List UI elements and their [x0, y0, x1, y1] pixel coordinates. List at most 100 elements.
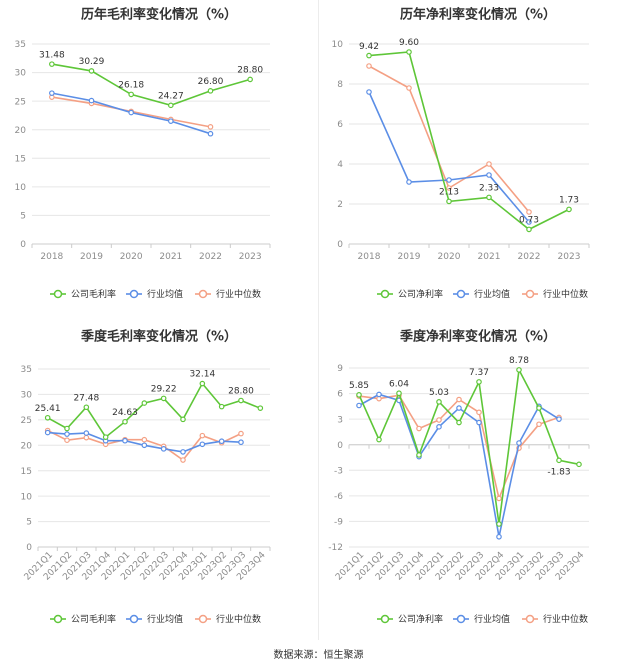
data-point	[516, 440, 522, 446]
annual-net-margin-chart: 历年净利率变化情况（%） 0 2 4 6 8 10 2018 2019 2020 2021 2022 2…	[332, 7, 590, 300]
data-point	[436, 417, 442, 423]
data-point	[180, 416, 186, 423]
data-label: 9.60	[399, 38, 419, 48]
y-tick-label: 6	[337, 390, 343, 400]
data-point	[218, 403, 225, 410]
x-tick-label: 2018	[40, 252, 63, 262]
data-point	[64, 431, 70, 437]
y-tick-label: 20	[21, 441, 33, 451]
x-tick-label: 2020	[438, 252, 461, 262]
data-label: 28.80	[228, 387, 254, 397]
data-point	[122, 418, 128, 425]
legend-marker	[456, 289, 466, 299]
y-tick-label: 0	[337, 441, 343, 451]
legend-entry: 行业均值	[147, 288, 183, 300]
data-point	[356, 392, 362, 398]
data-point	[456, 396, 462, 403]
y-tick-label: 30	[15, 69, 27, 79]
y-tick-label: 25	[15, 97, 26, 107]
data-point	[566, 206, 572, 213]
data-label: 5.85	[349, 381, 369, 391]
data-point	[88, 68, 95, 74]
data-label: 26.80	[198, 77, 224, 87]
legend-entry: 行业中位数	[216, 288, 261, 300]
y-tick-label: 35	[15, 40, 26, 50]
data-point	[160, 395, 167, 402]
data-point	[180, 457, 186, 463]
data-point	[366, 63, 372, 69]
y-tick-label: 0	[26, 543, 32, 553]
y-tick-label: 10	[332, 40, 344, 50]
data-point	[83, 430, 90, 436]
data-point	[83, 404, 90, 411]
data-point	[44, 414, 51, 421]
data-point	[526, 209, 532, 215]
data-point	[160, 446, 167, 452]
y-tick-label: 4	[337, 160, 343, 170]
data-point	[476, 379, 482, 385]
data-point	[128, 91, 134, 98]
data-point	[496, 495, 502, 502]
legend-entry: 行业均值	[147, 613, 183, 625]
legend-entry: 公司净利率	[398, 613, 443, 625]
data-point	[64, 425, 70, 432]
x-tick-label: 2018	[358, 252, 381, 262]
quarterly-net-margin-chart: 季度净利率变化情况（%）-12-9-6-303692021Q12021Q2202…	[328, 329, 590, 625]
data-point	[536, 405, 542, 411]
y-tick-label: 20	[15, 126, 27, 136]
data-point	[44, 429, 51, 436]
data-point	[376, 436, 382, 443]
data-point	[456, 405, 462, 411]
data-point	[218, 438, 225, 445]
data-point	[446, 177, 452, 183]
data-point	[88, 97, 95, 104]
data-label: 8.78	[509, 356, 529, 366]
data-label: 2.33	[479, 184, 499, 194]
data-label: 31.48	[39, 50, 65, 60]
data-point	[366, 89, 372, 95]
data-label: 9.42	[359, 42, 379, 52]
y-tick-label: 10	[15, 183, 27, 193]
data-point	[238, 430, 244, 437]
x-tick-label: 2023	[558, 252, 581, 262]
y-tick-label: 5	[20, 212, 26, 222]
data-label: 28.80	[237, 66, 263, 76]
chart-title: 季度净利率变化情况（%）	[399, 329, 556, 345]
data-label: 30.29	[79, 57, 105, 67]
data-point	[526, 219, 532, 225]
y-tick-label: -12	[328, 543, 343, 553]
data-point	[536, 421, 542, 428]
data-point	[141, 400, 148, 406]
data-point	[456, 419, 462, 426]
y-tick-label: 25	[21, 416, 32, 426]
legend-marker	[525, 289, 535, 299]
series-line-0	[47, 382, 261, 439]
data-point	[168, 118, 174, 124]
y-tick-label: 35	[21, 365, 32, 375]
data-point	[406, 179, 412, 185]
x-tick-label: 2020	[120, 252, 143, 262]
series-line-0	[368, 51, 570, 231]
data-point	[49, 61, 55, 67]
data-point	[436, 399, 442, 405]
quarterly-gross-margin-chart: 季度毛利率变化情况（%）051015202530352021Q12021Q220…	[21, 329, 271, 625]
series-line-0	[358, 367, 580, 525]
y-tick-label: 0	[337, 240, 343, 250]
data-point	[576, 461, 582, 468]
data-point	[376, 391, 382, 398]
data-point	[238, 439, 244, 446]
y-tick-label: -3	[334, 466, 343, 476]
legend-marker	[380, 289, 390, 299]
y-tick-label: 30	[21, 391, 33, 401]
data-point	[102, 434, 109, 440]
data-label: 5.03	[429, 388, 449, 398]
y-tick-label: -9	[334, 518, 343, 528]
legend-entry: 行业均值	[474, 288, 510, 300]
data-point	[476, 409, 482, 416]
data-point	[486, 161, 492, 167]
y-tick-label: 8	[337, 80, 343, 90]
y-tick-label: 15	[15, 154, 26, 164]
data-label: 26.18	[118, 81, 144, 91]
x-tick-label: 2019	[398, 252, 421, 262]
